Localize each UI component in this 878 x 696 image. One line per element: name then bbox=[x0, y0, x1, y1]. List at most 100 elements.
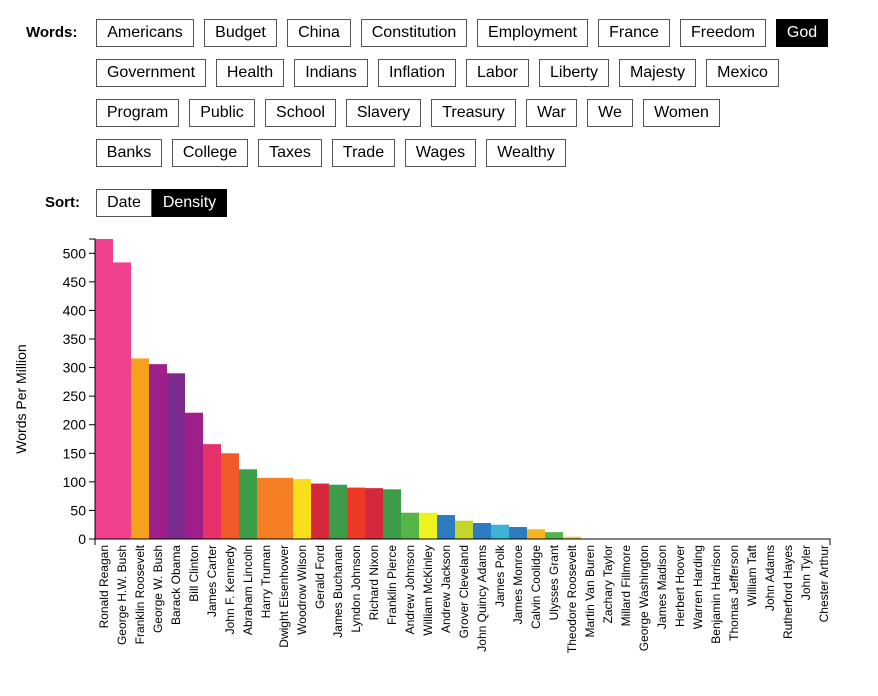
bar-theodore-roosevelt bbox=[563, 536, 581, 539]
word-button-inflation[interactable]: Inflation bbox=[378, 59, 456, 87]
bar-woodrow-wilson bbox=[293, 479, 311, 539]
y-tick-label: 250 bbox=[63, 388, 87, 404]
y-tick-label: 100 bbox=[63, 474, 87, 490]
bar-lyndon-johnson bbox=[347, 487, 365, 539]
bar-andrew-jackson bbox=[437, 515, 455, 539]
x-tick-label: Gerald Ford bbox=[313, 545, 327, 609]
word-button-we[interactable]: We bbox=[587, 99, 633, 127]
bar-abraham-lincoln bbox=[239, 469, 257, 539]
x-tick-label: Chester Arthur bbox=[817, 545, 831, 622]
y-tick-label: 200 bbox=[63, 417, 87, 433]
word-button-trade[interactable]: Trade bbox=[332, 139, 395, 167]
x-tick-label: Barack Obama bbox=[169, 545, 183, 625]
x-axis bbox=[94, 538, 831, 545]
bar-james-carter bbox=[203, 444, 221, 539]
word-button-china[interactable]: China bbox=[287, 19, 351, 47]
x-tick-label: John Adams bbox=[763, 545, 777, 611]
word-button-school[interactable]: School bbox=[265, 99, 336, 127]
word-button-freedom[interactable]: Freedom bbox=[680, 19, 766, 47]
bar-james-buchanan bbox=[329, 484, 347, 539]
bar-james-polk bbox=[491, 524, 509, 539]
word-button-taxes[interactable]: Taxes bbox=[258, 139, 322, 167]
sort-button-date[interactable]: Date bbox=[96, 189, 152, 217]
y-tick-label: 450 bbox=[63, 274, 87, 290]
word-button-college[interactable]: College bbox=[172, 139, 248, 167]
bar-calvin-coolidge bbox=[527, 529, 545, 539]
x-tick-label: Andrew Johnson bbox=[403, 545, 417, 634]
x-tick-label: George W. Bush bbox=[151, 545, 165, 633]
x-tick-label: William McKinley bbox=[421, 545, 435, 636]
x-tick-label: Ulysses Grant bbox=[547, 544, 561, 620]
bar-john-f-kennedy bbox=[221, 453, 239, 539]
x-tick-label: Woodrow Wilson bbox=[295, 545, 309, 635]
bar-grover-cleveland bbox=[455, 520, 473, 539]
x-tick-label: John F. Kennedy bbox=[223, 545, 237, 634]
x-tick-label: Benjamin Harrison bbox=[709, 545, 723, 644]
word-button-health[interactable]: Health bbox=[216, 59, 284, 87]
x-tick-label: George H.W. Bush bbox=[115, 545, 129, 645]
word-button-majesty[interactable]: Majesty bbox=[619, 59, 696, 87]
x-tick-label: William Taft bbox=[745, 544, 759, 606]
x-tick-label: Franklin Roosevelt bbox=[133, 544, 147, 644]
bar-john-quincy-adams bbox=[473, 523, 491, 539]
sort-button-density[interactable]: Density bbox=[152, 189, 227, 217]
bar-harry-truman bbox=[257, 477, 275, 539]
x-tick-label: Abraham Lincoln bbox=[241, 545, 255, 635]
y-tick-label: 350 bbox=[63, 331, 87, 347]
x-tick-label: Dwight Eisenhower bbox=[277, 545, 291, 648]
x-tick-label: Andrew Jackson bbox=[439, 545, 453, 633]
word-button-women[interactable]: Women bbox=[643, 99, 720, 127]
word-button-employment[interactable]: Employment bbox=[477, 19, 588, 47]
bar-ronald-reagan bbox=[95, 239, 113, 539]
x-tick-label: John Quincy Adams bbox=[475, 545, 489, 652]
x-tick-label: James Madison bbox=[655, 545, 669, 629]
bar-andrew-johnson bbox=[401, 512, 419, 539]
words-label: Words: bbox=[26, 24, 78, 41]
bar-franklin-pierce bbox=[383, 489, 401, 539]
y-axis-label: Words Per Million bbox=[13, 344, 29, 453]
word-button-banks[interactable]: Banks bbox=[96, 139, 162, 167]
bar-ulysses-grant bbox=[545, 532, 563, 539]
word-button-war[interactable]: War bbox=[526, 99, 577, 127]
y-tick-label: 500 bbox=[63, 245, 87, 261]
x-tick-label: Thomas Jefferson bbox=[727, 545, 741, 641]
word-button-government[interactable]: Government bbox=[96, 59, 206, 87]
y-tick-label: 150 bbox=[63, 445, 87, 461]
sort-label: Sort: bbox=[45, 194, 80, 211]
x-tick-label: Rutherford Hayes bbox=[781, 545, 795, 639]
y-tick-label: 0 bbox=[78, 531, 86, 547]
x-tick-label: Franklin Pierce bbox=[385, 545, 399, 625]
word-button-liberty[interactable]: Liberty bbox=[539, 59, 609, 87]
word-button-labor[interactable]: Labor bbox=[466, 59, 529, 87]
x-tick-label: James Polk bbox=[493, 544, 507, 607]
word-button-program[interactable]: Program bbox=[96, 99, 179, 127]
word-button-france[interactable]: France bbox=[598, 19, 670, 47]
y-tick-label: 50 bbox=[70, 502, 86, 518]
word-button-slavery[interactable]: Slavery bbox=[346, 99, 421, 127]
word-button-constitution[interactable]: Constitution bbox=[361, 19, 467, 47]
x-tick-label: Calvin Coolidge bbox=[529, 545, 543, 629]
bar-barack-obama bbox=[167, 373, 185, 539]
x-tick-label: Herbert Hoover bbox=[673, 545, 687, 627]
x-tick-label: Harry Truman bbox=[259, 545, 273, 618]
bar-richard-nixon bbox=[365, 488, 383, 539]
x-tick-label: Millard Fillmore bbox=[619, 545, 633, 627]
word-button-indians[interactable]: Indians bbox=[294, 59, 368, 87]
x-tick-label: George Washington bbox=[637, 545, 651, 651]
bar-george-h-w-bush bbox=[113, 262, 131, 539]
word-button-budget[interactable]: Budget bbox=[204, 19, 277, 47]
x-tick-label: James Monroe bbox=[511, 545, 525, 625]
bar-gerald-ford bbox=[311, 483, 329, 539]
word-button-wealthy[interactable]: Wealthy bbox=[486, 139, 566, 167]
x-tick-label: Ronald Reagan bbox=[97, 545, 111, 628]
x-tick-label: James Carter bbox=[205, 545, 219, 617]
word-button-americans[interactable]: Americans bbox=[96, 19, 194, 47]
word-button-mexico[interactable]: Mexico bbox=[706, 59, 779, 87]
word-button-wages[interactable]: Wages bbox=[405, 139, 476, 167]
word-button-treasury[interactable]: Treasury bbox=[431, 99, 516, 127]
x-tick-label: Zachary Taylor bbox=[601, 545, 615, 623]
x-tick-label: Martin Van Buren bbox=[583, 545, 597, 638]
bar-dwight-eisenhower bbox=[275, 477, 293, 539]
word-button-public[interactable]: Public bbox=[189, 99, 255, 127]
word-button-god[interactable]: God bbox=[776, 19, 828, 47]
